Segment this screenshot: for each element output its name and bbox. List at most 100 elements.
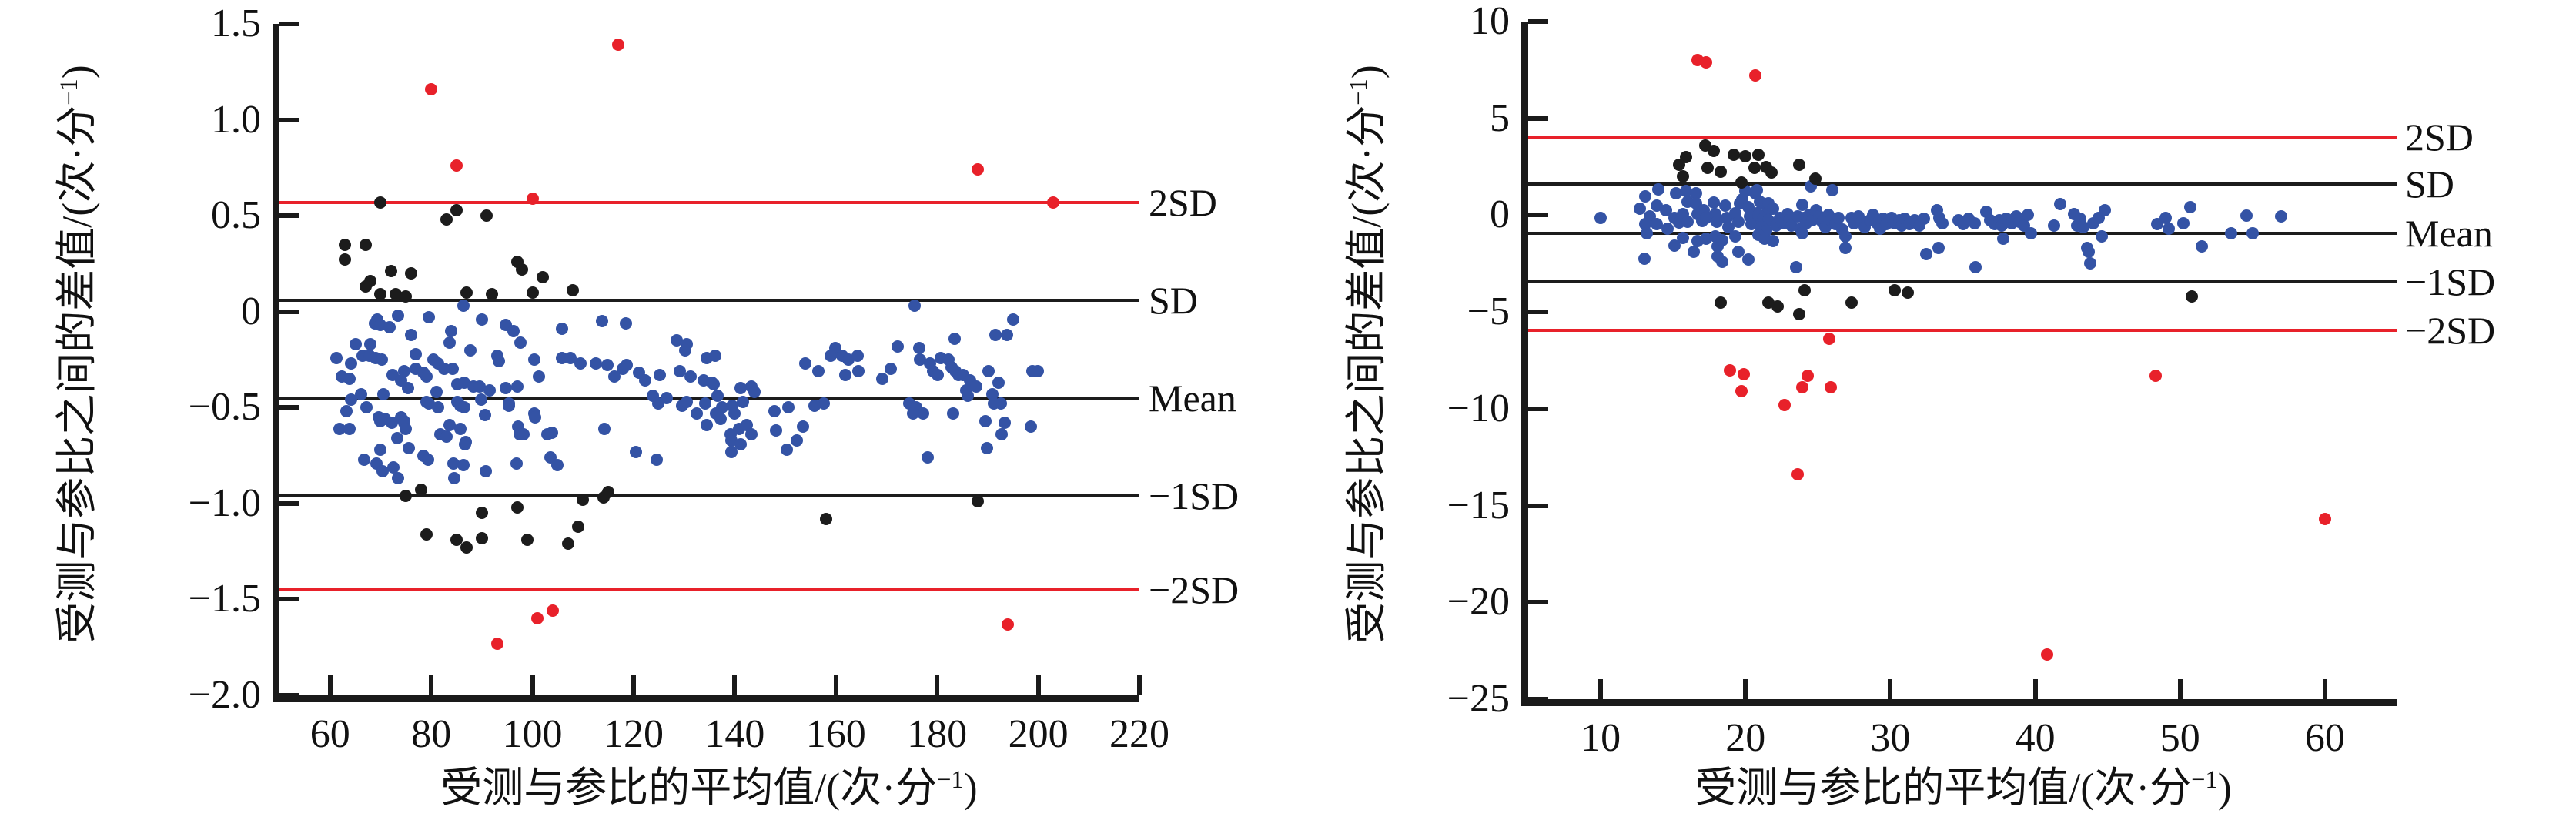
right-y-axis-title-text: 受测与参比之间的差值/(次·分 [1343, 105, 1390, 644]
left-data-point-blue [374, 414, 387, 427]
left-data-point-blue [728, 407, 741, 420]
left-y-tick-label: −1.5 [188, 577, 261, 621]
right-data-point-blue [1716, 233, 1729, 246]
left-ref-line-mean [279, 396, 1139, 400]
left-data-point-blue [673, 364, 686, 377]
right-y-tick [1528, 19, 1548, 24]
left-x-tick-label: 220 [1109, 712, 1169, 756]
left-y-tick-label: 1.0 [211, 97, 261, 142]
left-data-point-black [520, 534, 534, 547]
right-data-point-black [1765, 166, 1778, 179]
left-data-point-blue [374, 444, 387, 457]
right-data-point-blue [2224, 227, 2237, 240]
left-data-point-red [450, 159, 463, 172]
right-data-point-blue [1677, 231, 1690, 244]
left-y-tick [279, 117, 299, 122]
left-data-point-blue [340, 405, 353, 418]
right-ref-line-2sd [1528, 135, 2397, 139]
right-data-point-blue [1661, 222, 1674, 235]
right-data-point-black [1735, 176, 1748, 189]
right-y-tick-label: −10 [1447, 386, 1510, 430]
left-x-tick-label: 180 [907, 712, 968, 756]
left-data-point-blue [1006, 313, 1019, 326]
left-data-point-blue [607, 370, 621, 383]
right-data-point-black [1792, 307, 1805, 320]
right-data-point-blue [1917, 213, 1930, 226]
left-data-point-blue [748, 386, 761, 399]
right-data-point-red [1778, 398, 1791, 411]
left-data-point-blue [447, 363, 460, 376]
left-y-tick [279, 309, 299, 314]
right-data-point-black [1901, 286, 1914, 299]
right-data-point-blue [2048, 219, 2061, 232]
right-data-point-black [1715, 165, 1728, 178]
left-y-tick [279, 693, 299, 698]
left-data-point-blue [989, 328, 1002, 341]
right-data-point-blue [1721, 220, 1735, 233]
right-data-point-black [2185, 290, 2198, 303]
right-y-tick [1528, 213, 1548, 218]
right-data-point-black [1715, 296, 1728, 309]
left-data-point-blue [1000, 328, 1013, 341]
left-data-point-blue [639, 374, 652, 387]
left-data-point-blue [931, 368, 944, 381]
right-y-axis-title-sup: −1 [1345, 79, 1373, 105]
left-data-point-black [359, 238, 372, 251]
left-data-point-blue [714, 413, 727, 426]
right-data-point-blue [1745, 218, 1758, 231]
right-data-point-red [1825, 381, 1838, 394]
left-data-point-red [531, 612, 544, 625]
left-data-point-blue [420, 370, 433, 383]
right-data-point-blue [1731, 245, 1745, 258]
left-data-point-blue [851, 350, 865, 363]
right-data-point-blue [1729, 229, 1742, 243]
left-data-point-blue [741, 418, 754, 431]
right-data-point-blue [1669, 187, 1682, 200]
right-x-axis-title-sup: −1 [2191, 766, 2218, 795]
left-data-point-black [359, 280, 372, 293]
left-x-tick [1035, 675, 1041, 695]
right-data-point-blue [2083, 246, 2096, 259]
left-data-point-blue [875, 372, 888, 385]
left-y-axis-title-close: ) [54, 65, 100, 79]
left-y-tick-label: −2.0 [188, 673, 261, 717]
left-data-point-blue [700, 418, 713, 431]
left-data-point-black [450, 203, 463, 216]
left-data-point-blue [454, 422, 467, 435]
left-data-point-blue [360, 401, 373, 414]
right-data-point-black [1845, 296, 1858, 309]
right-ref-line-mean [1528, 232, 2397, 236]
left-data-point-blue [397, 364, 410, 377]
right-x-tick [2177, 679, 2183, 699]
left-data-point-blue [510, 380, 524, 393]
right-data-point-blue [2024, 227, 2037, 240]
left-y-tick [279, 213, 299, 219]
left-data-point-blue [621, 359, 634, 372]
left-data-point-blue [476, 313, 489, 326]
right-data-point-blue [1969, 261, 1982, 274]
right-data-point-red [1738, 367, 1751, 380]
left-data-point-blue [410, 347, 423, 360]
right-data-point-black [1701, 161, 1715, 174]
left-y-tick [279, 22, 299, 26]
left-data-point-blue [817, 397, 830, 410]
left-data-point-blue [392, 472, 405, 485]
right-data-point-blue [1639, 190, 1652, 203]
left-data-point-blue [507, 324, 520, 337]
left-y-tick-label: −1.0 [188, 480, 261, 525]
left-data-point-blue [528, 410, 541, 424]
left-data-point-blue [734, 437, 747, 450]
left-data-point-blue [798, 357, 811, 370]
left-data-point-blue [745, 428, 758, 441]
left-data-point-blue [691, 407, 704, 420]
left-data-point-blue [948, 332, 961, 345]
left-x-tick-label: 140 [704, 712, 765, 756]
left-data-point-blue [724, 445, 738, 458]
left-data-point-blue [708, 350, 721, 363]
left-data-point-blue [463, 343, 477, 357]
left-data-point-blue [430, 386, 443, 399]
left-data-point-blue [387, 460, 400, 474]
left-data-point-black [971, 495, 984, 508]
right-data-point-blue [2053, 198, 2066, 211]
